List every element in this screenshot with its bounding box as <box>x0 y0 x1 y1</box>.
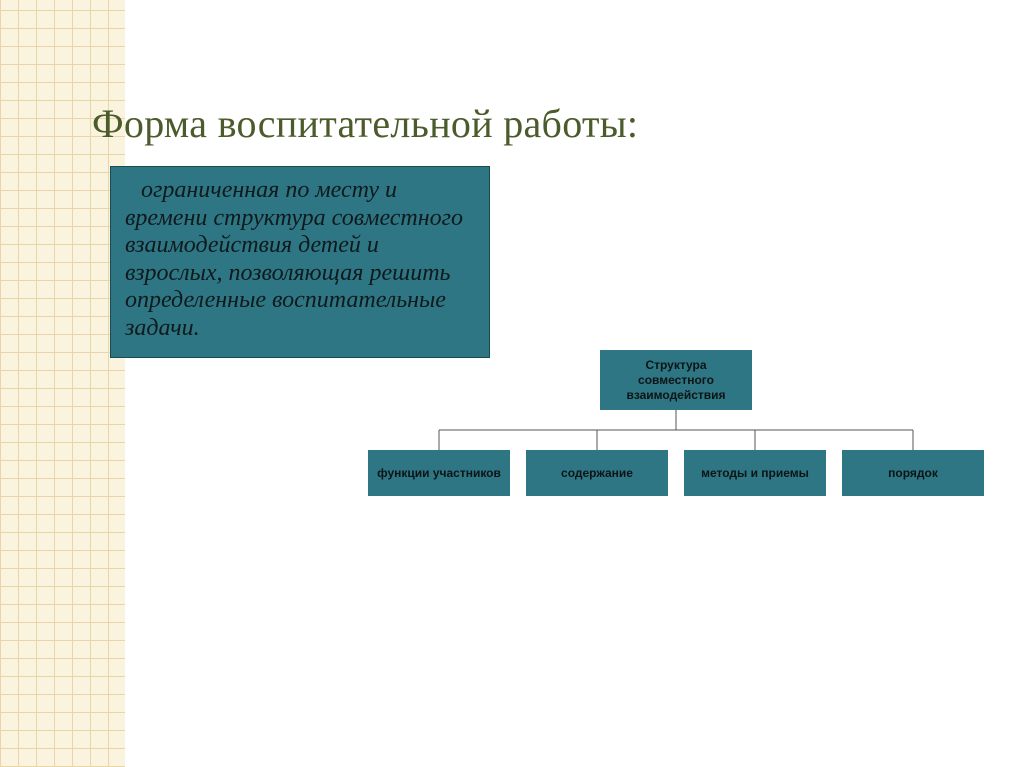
org-chart: Структура совместного взаимодействия фун… <box>368 350 984 530</box>
chart-child-node: порядок <box>842 450 984 496</box>
chart-root-label: Структура совместного взаимодействия <box>606 358 746 403</box>
chart-child-label: методы и приемы <box>701 466 809 481</box>
chart-child-node: методы и приемы <box>684 450 826 496</box>
definition-box: ограниченная по месту и времени структур… <box>110 166 490 358</box>
slide-title: Форма воспитательной работы: <box>92 100 638 147</box>
chart-child-label: порядок <box>888 466 938 481</box>
chart-child-label: содержание <box>561 466 633 481</box>
chart-child-node: функции участников <box>368 450 510 496</box>
chart-child-node: содержание <box>526 450 668 496</box>
chart-root-node: Структура совместного взаимодействия <box>600 350 752 410</box>
chart-child-label: функции участников <box>377 466 501 481</box>
definition-text: ограниченная по месту и времени структур… <box>125 177 475 343</box>
slide: Форма воспитательной работы: ограниченна… <box>0 0 1024 767</box>
chart-child-row: функции участников содержание методы и п… <box>368 450 984 496</box>
